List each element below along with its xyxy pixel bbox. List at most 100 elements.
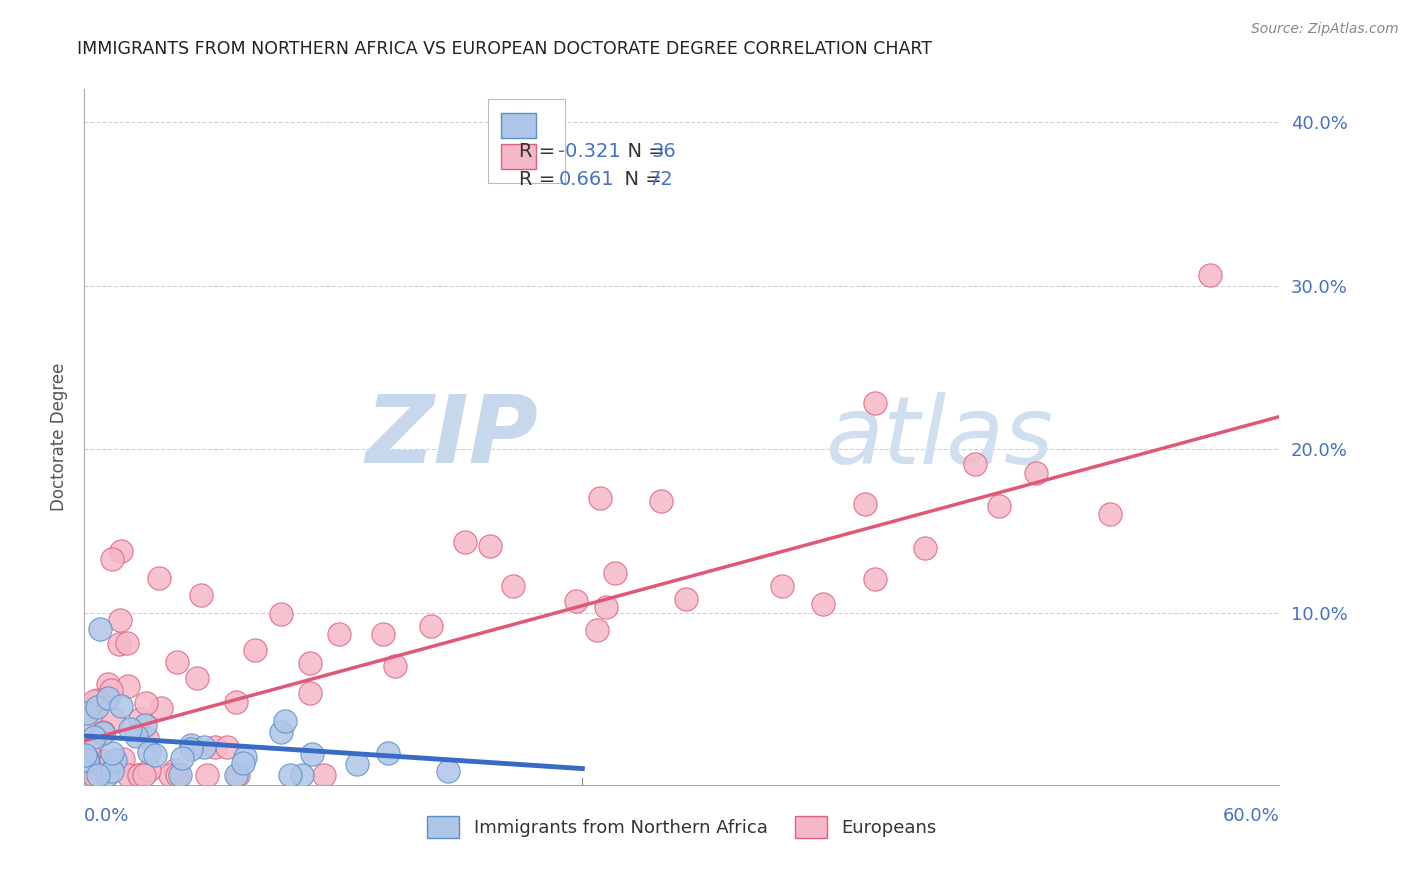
Point — [132, 768, 155, 782]
Point — [853, 497, 876, 511]
Point — [371, 626, 394, 640]
Point — [377, 747, 399, 761]
Point — [233, 749, 256, 764]
Point — [111, 752, 134, 766]
Point — [87, 768, 110, 782]
Point — [83, 694, 105, 708]
Point — [80, 762, 103, 776]
Point — [180, 739, 202, 753]
Point — [124, 729, 146, 743]
Text: 72: 72 — [648, 169, 673, 189]
Point — [478, 539, 501, 553]
Point — [863, 572, 886, 586]
Text: 60.0%: 60.0% — [1223, 807, 1279, 825]
Point — [226, 768, 249, 782]
Point — [278, 768, 301, 782]
Text: R =: R = — [519, 169, 568, 189]
Point — [129, 713, 152, 727]
Point — [100, 682, 122, 697]
Point — [166, 768, 188, 782]
Point — [127, 768, 149, 782]
Point — [299, 656, 322, 670]
Point — [83, 768, 105, 782]
Point — [79, 768, 101, 782]
Point — [143, 748, 166, 763]
Point — [225, 696, 247, 710]
Point — [96, 754, 118, 768]
Point — [117, 679, 139, 693]
Point — [186, 671, 208, 685]
Point — [215, 740, 238, 755]
Text: R =: R = — [519, 142, 561, 161]
Point — [91, 725, 114, 739]
Point — [193, 739, 215, 754]
Point — [346, 757, 368, 772]
Point — [988, 499, 1011, 513]
Point — [110, 544, 132, 558]
Point — [190, 588, 212, 602]
Point — [76, 706, 98, 720]
Point — [299, 686, 322, 700]
Point — [770, 579, 793, 593]
Point — [675, 591, 697, 606]
Point — [134, 718, 156, 732]
Point — [87, 768, 110, 782]
Point — [97, 677, 120, 691]
Point — [115, 636, 138, 650]
Point — [163, 764, 186, 778]
Point — [1025, 466, 1047, 480]
Point — [243, 642, 266, 657]
Point — [150, 700, 173, 714]
Point — [148, 571, 170, 585]
Point — [104, 753, 127, 767]
Point — [159, 768, 181, 782]
Point — [914, 541, 936, 555]
Point — [180, 742, 202, 756]
Point — [1199, 268, 1222, 282]
Point — [166, 655, 188, 669]
Point — [301, 747, 323, 761]
Point — [965, 457, 987, 471]
Point — [420, 618, 443, 632]
Point — [1099, 508, 1122, 522]
Point — [564, 594, 586, 608]
Point — [101, 746, 124, 760]
Point — [811, 598, 834, 612]
Point — [76, 753, 98, 767]
Text: ZIP: ZIP — [366, 391, 538, 483]
Point — [169, 768, 191, 782]
Point — [138, 745, 160, 759]
Point — [97, 690, 120, 705]
Text: IMMIGRANTS FROM NORTHERN AFRICA VS EUROPEAN DOCTORATE DEGREE CORRELATION CHART: IMMIGRANTS FROM NORTHERN AFRICA VS EUROP… — [77, 40, 932, 58]
Point — [75, 748, 97, 763]
Text: 36: 36 — [651, 142, 676, 161]
Point — [314, 768, 336, 782]
Point — [108, 613, 131, 627]
Point — [586, 623, 609, 637]
Text: atlas: atlas — [825, 392, 1053, 483]
Point — [83, 730, 105, 744]
Point — [117, 768, 139, 782]
Point — [96, 768, 118, 782]
Point — [502, 579, 524, 593]
Text: 0.661: 0.661 — [558, 169, 614, 189]
Point — [86, 700, 108, 714]
Point — [101, 552, 124, 566]
Point — [135, 696, 157, 710]
Point — [595, 600, 617, 615]
Point — [204, 739, 226, 754]
Point — [274, 714, 297, 728]
Point — [87, 693, 110, 707]
Point — [138, 763, 160, 777]
Point — [77, 747, 100, 761]
Point — [454, 534, 477, 549]
Point — [107, 637, 129, 651]
Point — [225, 768, 247, 782]
Point — [101, 764, 124, 779]
Point — [128, 768, 150, 782]
Point — [437, 764, 460, 778]
Point — [135, 731, 157, 745]
Text: N =: N = — [614, 142, 671, 161]
Point — [89, 623, 111, 637]
Point — [93, 726, 115, 740]
